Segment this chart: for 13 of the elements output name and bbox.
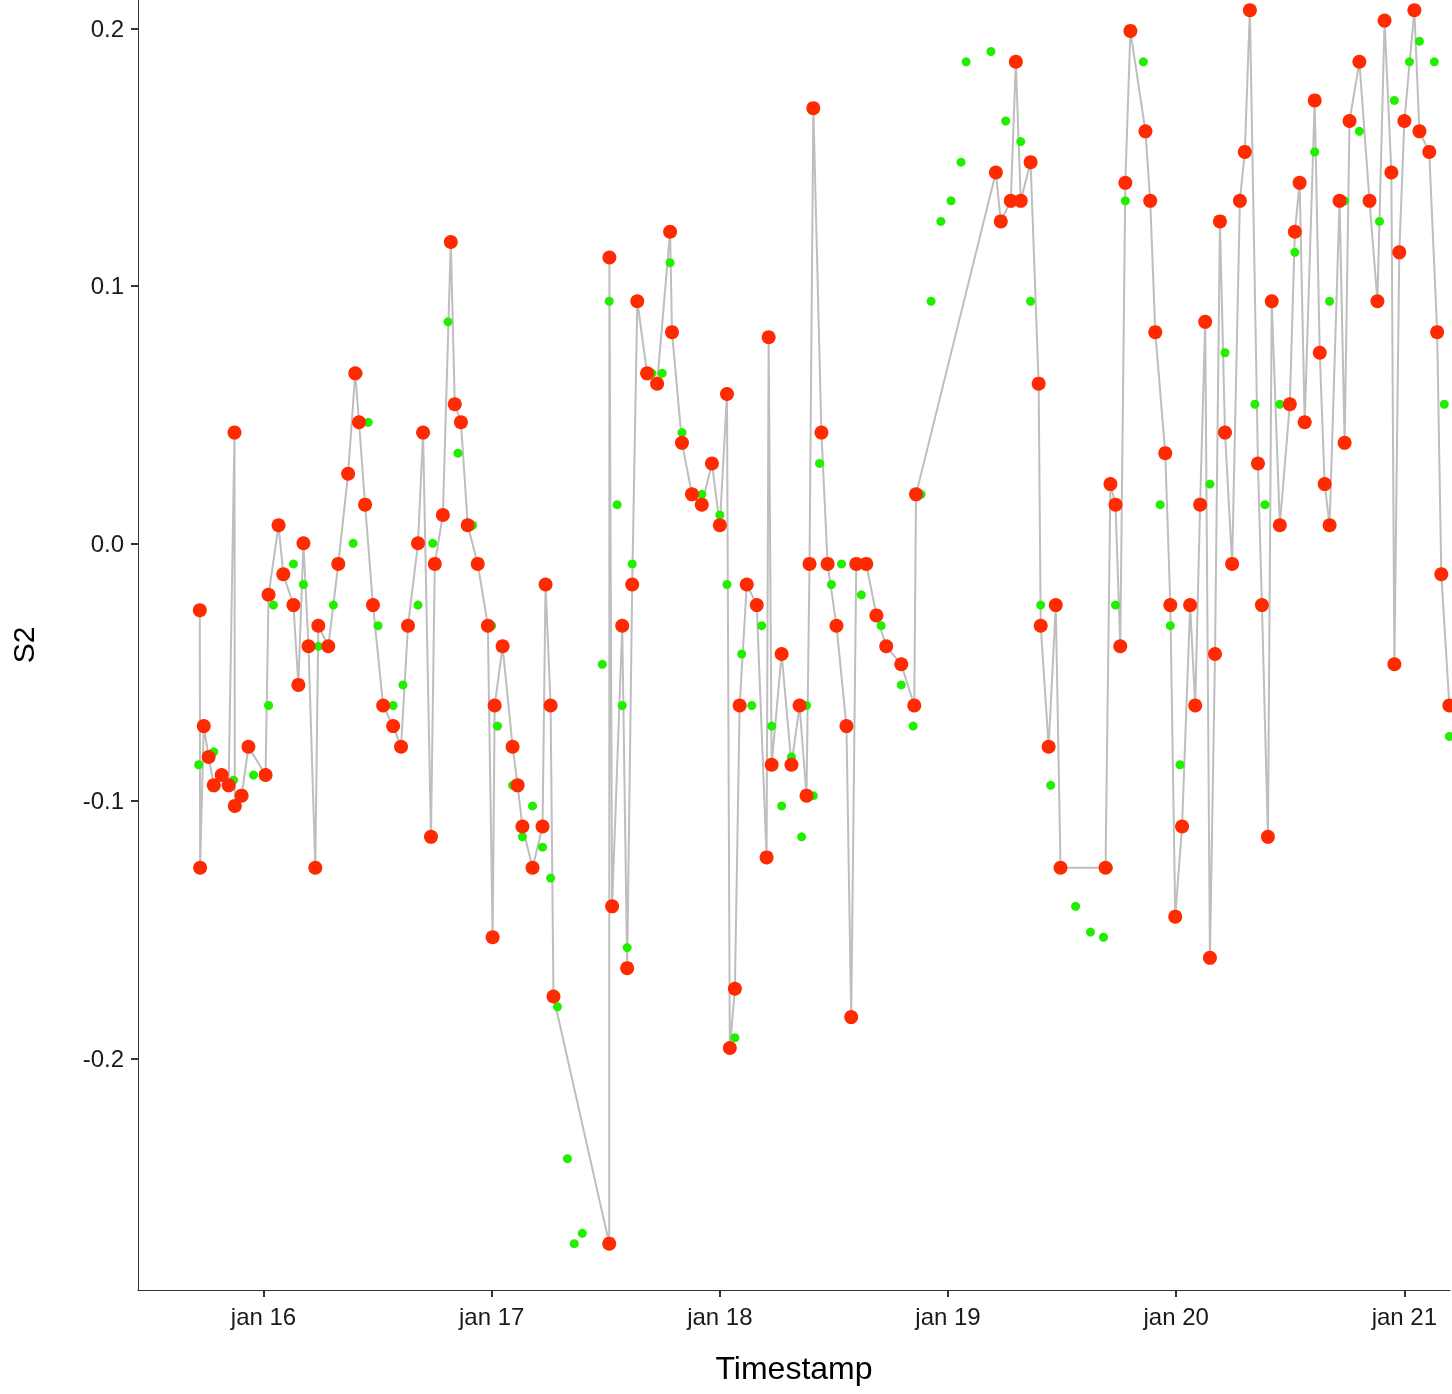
x-tick-label: jan 18 xyxy=(686,1302,753,1330)
y-tick-label: -0.1 xyxy=(82,787,124,815)
y-tick-label: 0.2 xyxy=(90,14,124,42)
y-tick-label: -0.2 xyxy=(82,1044,124,1072)
x-tick-label: jan 21 xyxy=(1370,1302,1438,1330)
x-tick-label: jan 16 xyxy=(229,1302,297,1330)
x-axis-title: Timestamp xyxy=(715,1350,873,1386)
x-tick-label: jan 19 xyxy=(914,1302,981,1330)
y-tick-label: 0.0 xyxy=(90,529,124,557)
x-tick-label: jan 17 xyxy=(457,1302,525,1330)
y-tick-label: 0.1 xyxy=(90,272,124,300)
y-axis-title: S2 xyxy=(6,626,40,664)
x-tick-label: jan 20 xyxy=(1142,1302,1209,1330)
